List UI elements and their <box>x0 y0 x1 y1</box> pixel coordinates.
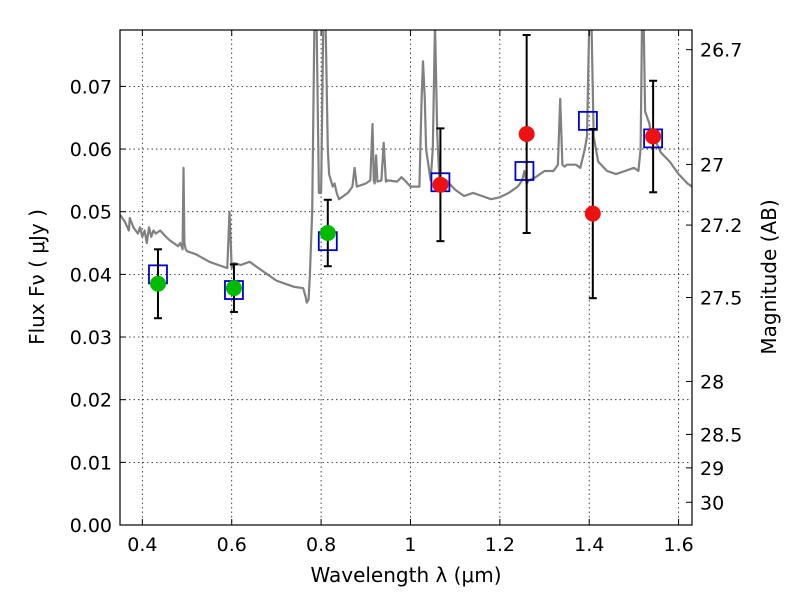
right-tick-label: 30 <box>700 492 724 514</box>
optical-data-point <box>225 280 242 297</box>
y-tick-label: 0.02 <box>70 390 112 412</box>
x-tick-label: 1 <box>404 534 416 556</box>
right-tick-label: 28.5 <box>700 424 742 446</box>
plot-area <box>120 30 692 320</box>
nir-data-point <box>432 176 449 193</box>
optical-data-point <box>319 225 336 242</box>
y-axis-label: Flux Fν ( μJy ) <box>25 209 49 345</box>
model-square <box>514 161 535 181</box>
right-tick-label: 28 <box>700 371 724 393</box>
y-tick-label: 0.00 <box>70 515 112 537</box>
tick-labels: 0.4 0.6 0.8 1 1.2 1.4 1.6 0.00 0.01 0.02 0.03 0.04 0… <box>70 40 743 556</box>
right-tick-label: 29 <box>700 458 724 480</box>
y-tick-label: 0.04 <box>70 264 112 286</box>
right-tick-label: 27.5 <box>700 288 742 310</box>
right-tick-label: 27.2 <box>700 215 742 237</box>
y-tick-label: 0.05 <box>70 202 112 224</box>
right-tick-label: 27 <box>700 154 724 176</box>
right-axis-label: Magnitude (AB) <box>757 199 781 354</box>
nir-data-point <box>584 205 601 222</box>
nir-data-point <box>518 126 535 143</box>
optical-data-point <box>149 275 166 292</box>
nir-data-point <box>645 128 662 145</box>
axis-ticks <box>120 30 692 526</box>
right-tick-label: 26.7 <box>700 40 742 62</box>
spectrum-line <box>120 30 692 304</box>
x-tick-label: 0.8 <box>306 534 336 556</box>
y-tick-label: 0.06 <box>70 139 112 161</box>
x-tick-label: 1.2 <box>485 534 515 556</box>
x-tick-label: 0.4 <box>127 534 157 556</box>
y-tick-label: 0.03 <box>70 327 112 349</box>
x-tick-label: 0.6 <box>217 534 247 556</box>
x-tick-label: 1.6 <box>663 534 693 556</box>
y-tick-label: 0.07 <box>70 76 112 98</box>
plot-frame <box>119 29 693 526</box>
x-tick-label: 1.4 <box>574 534 604 556</box>
y-tick-label: 0.01 <box>70 452 112 474</box>
x-axis-label: Wavelength λ (μm) <box>310 563 501 587</box>
observed-points <box>149 126 662 297</box>
model-square <box>577 110 598 131</box>
